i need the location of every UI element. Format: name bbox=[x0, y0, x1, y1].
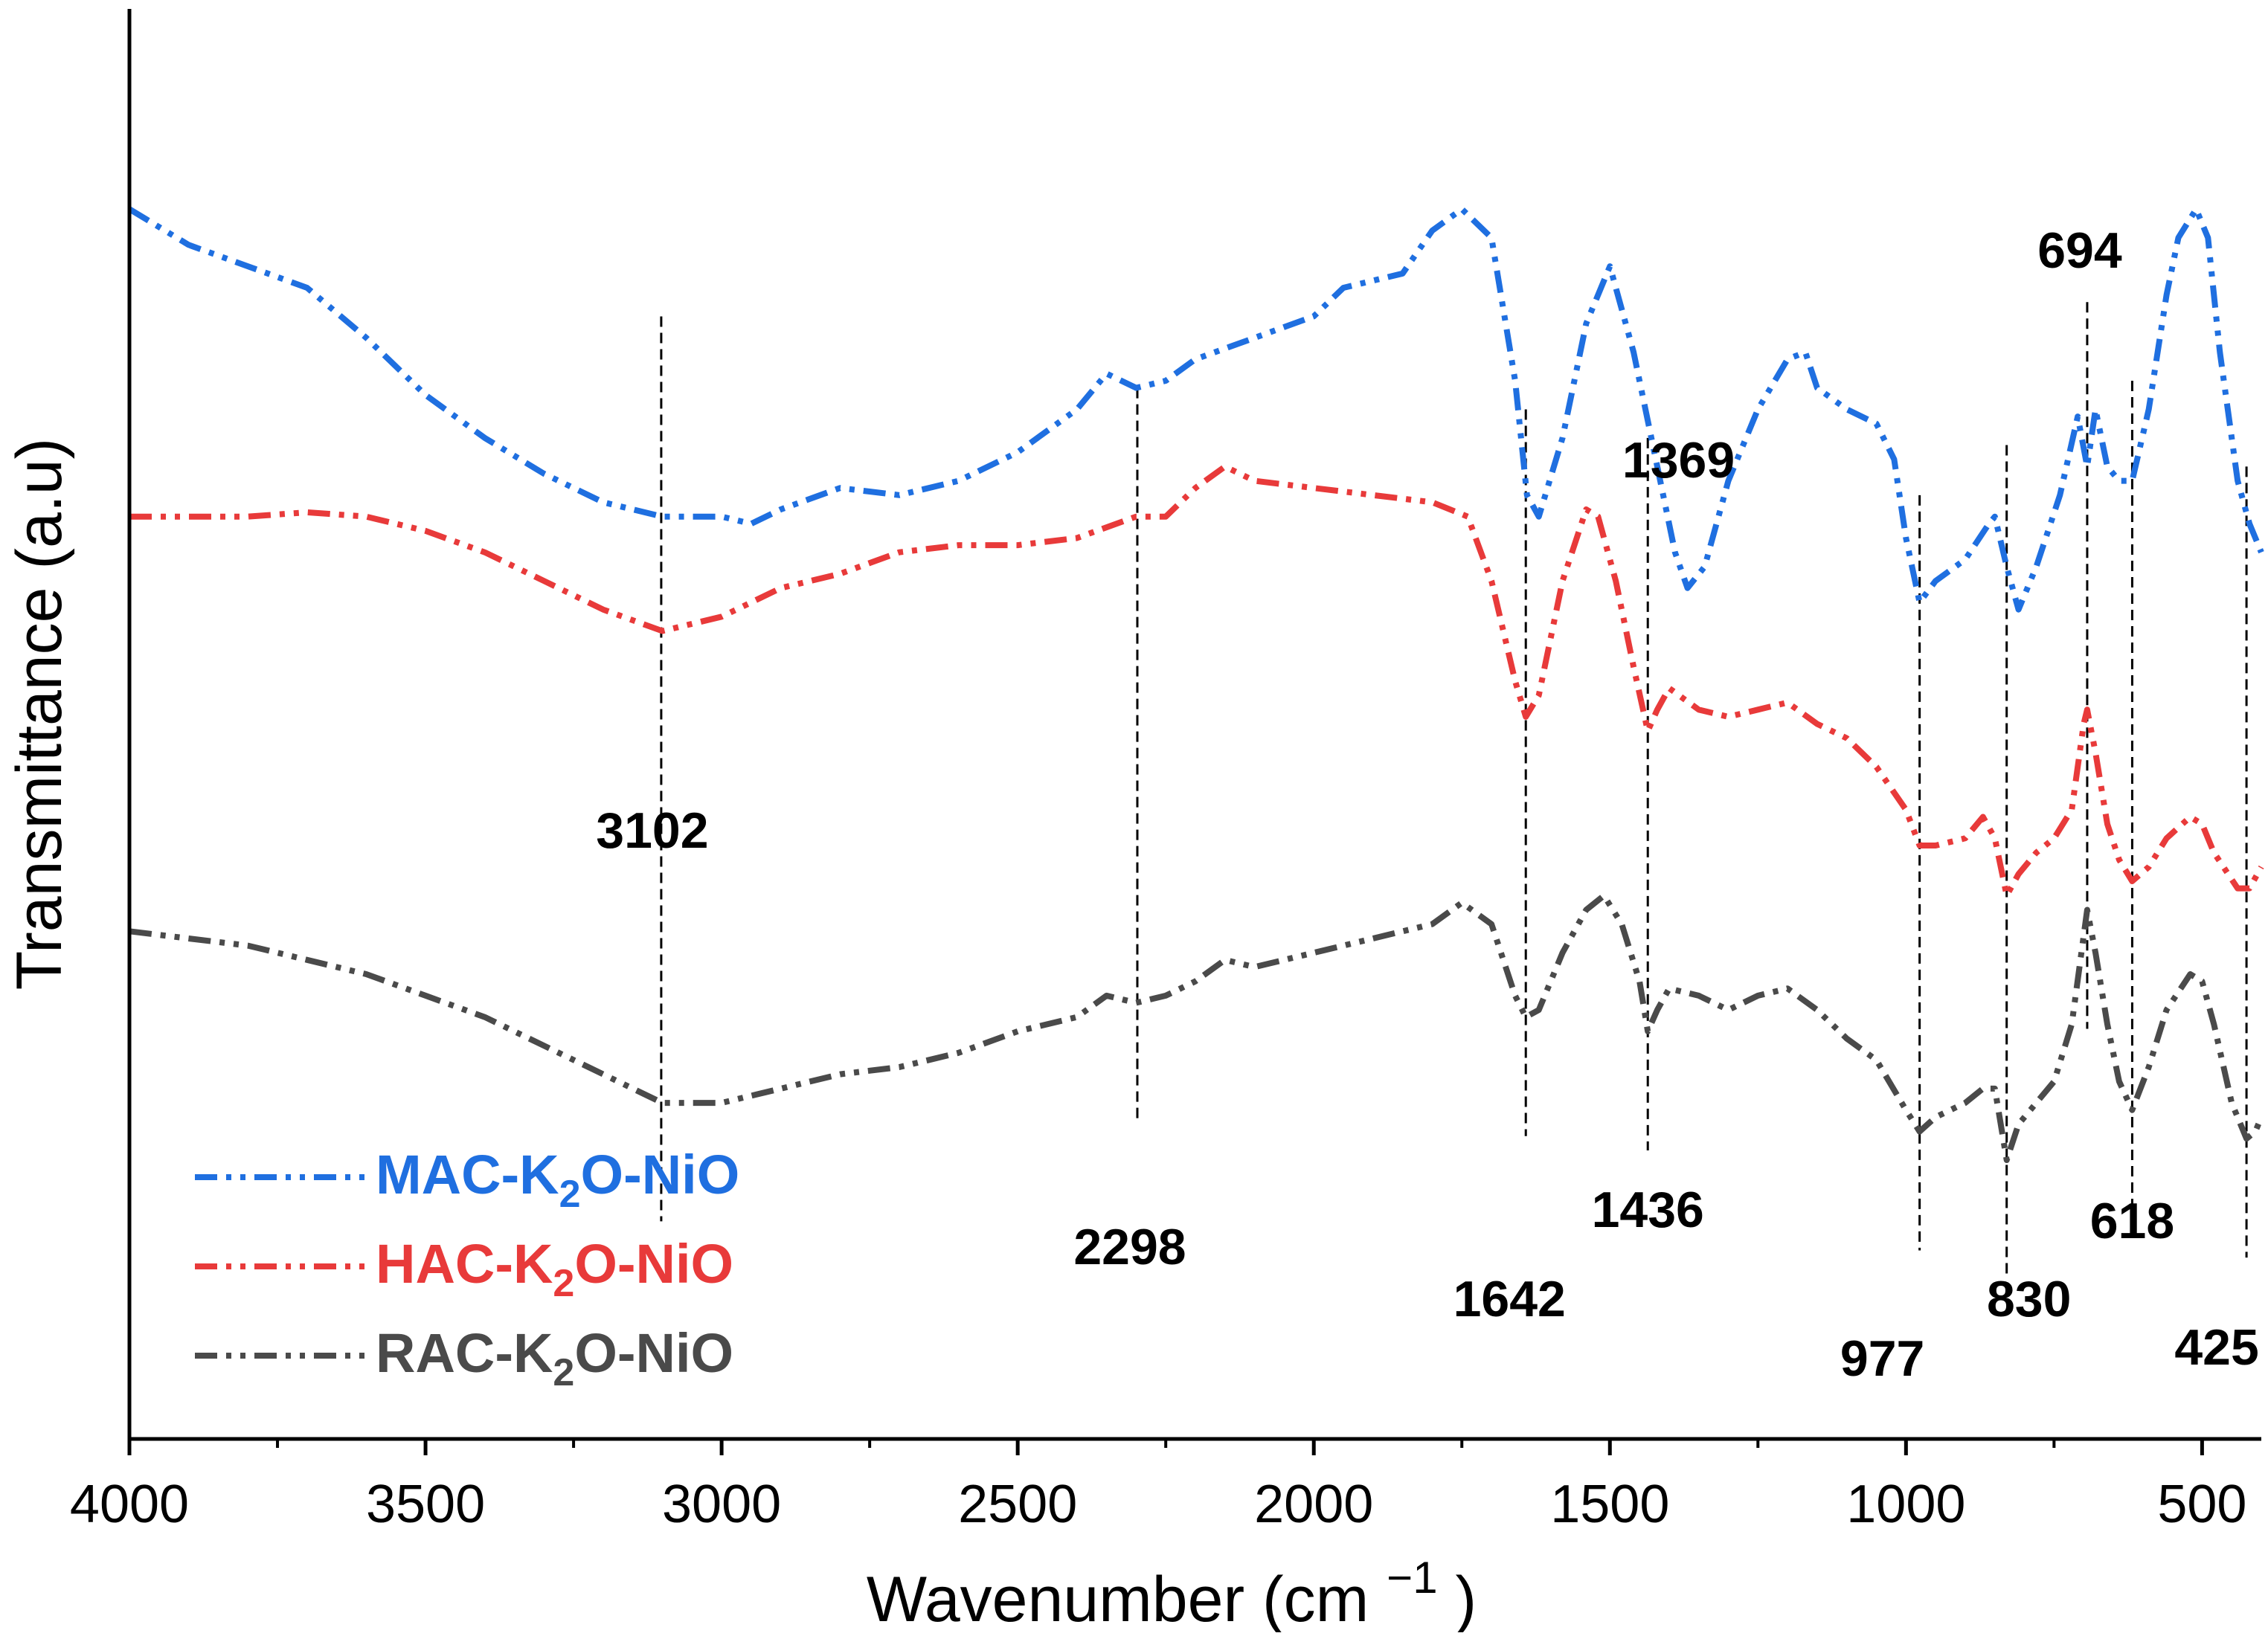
peak-label-1642: 1642 bbox=[1453, 1271, 1566, 1327]
axes-layer bbox=[127, 9, 2261, 1441]
peak-label-1369: 1369 bbox=[1622, 432, 1735, 489]
peak-labels: 3102 2298 1642 1436 1369 977 830 694 618 425 bbox=[596, 222, 2259, 1387]
x-tick-label-1500: 1500 bbox=[1550, 1475, 1669, 1534]
peak-label-977: 977 bbox=[1840, 1330, 1924, 1387]
peak-label-1436: 1436 bbox=[1592, 1182, 1704, 1238]
x-tick-label-4000: 4000 bbox=[70, 1475, 189, 1534]
x-tick-label-3500: 3500 bbox=[366, 1475, 485, 1534]
x-tick-label-3000: 3000 bbox=[662, 1475, 781, 1534]
x-tick-label-2000: 2000 bbox=[1254, 1475, 1373, 1534]
legend-label-2: RAC-K2O-NiO bbox=[376, 1322, 733, 1394]
x-axis-title: Wavenumber (cm −1 ) bbox=[867, 1536, 1477, 1632]
peak-marker-lines bbox=[660, 302, 2248, 1280]
peak-label-3102: 3102 bbox=[596, 802, 708, 859]
series-line-mac bbox=[127, 206, 2264, 613]
peak-label-618: 618 bbox=[2090, 1193, 2174, 1249]
peak-label-425: 425 bbox=[2174, 1319, 2258, 1376]
peak-label-694: 694 bbox=[2037, 222, 2122, 279]
legend: MAC-K2O-NiO HAC-K2O-NiO RAC-K2O-NiO bbox=[195, 1144, 739, 1394]
x-tick-label-500: 500 bbox=[2157, 1475, 2246, 1534]
x-tick-label-1000: 1000 bbox=[1846, 1475, 1965, 1534]
x-ticks: 4000 3500 3000 2500 2000 1500 1000 500 bbox=[70, 1439, 2246, 1534]
legend-label-1: HAC-K2O-NiO bbox=[376, 1233, 733, 1305]
series-line-rac bbox=[129, 892, 2264, 1163]
series-layer bbox=[127, 206, 2264, 1163]
peak-label-2298: 2298 bbox=[1073, 1219, 1186, 1275]
y-axis-title: Transmittance (a.u) bbox=[4, 438, 75, 990]
x-tick-label-2500: 2500 bbox=[958, 1475, 1077, 1534]
x-axis-title-superscript: −1 bbox=[1387, 1553, 1437, 1603]
series-line-hac bbox=[129, 463, 2264, 899]
legend-label-0: MAC-K2O-NiO bbox=[376, 1144, 739, 1216]
peak-label-830: 830 bbox=[1987, 1271, 2071, 1327]
